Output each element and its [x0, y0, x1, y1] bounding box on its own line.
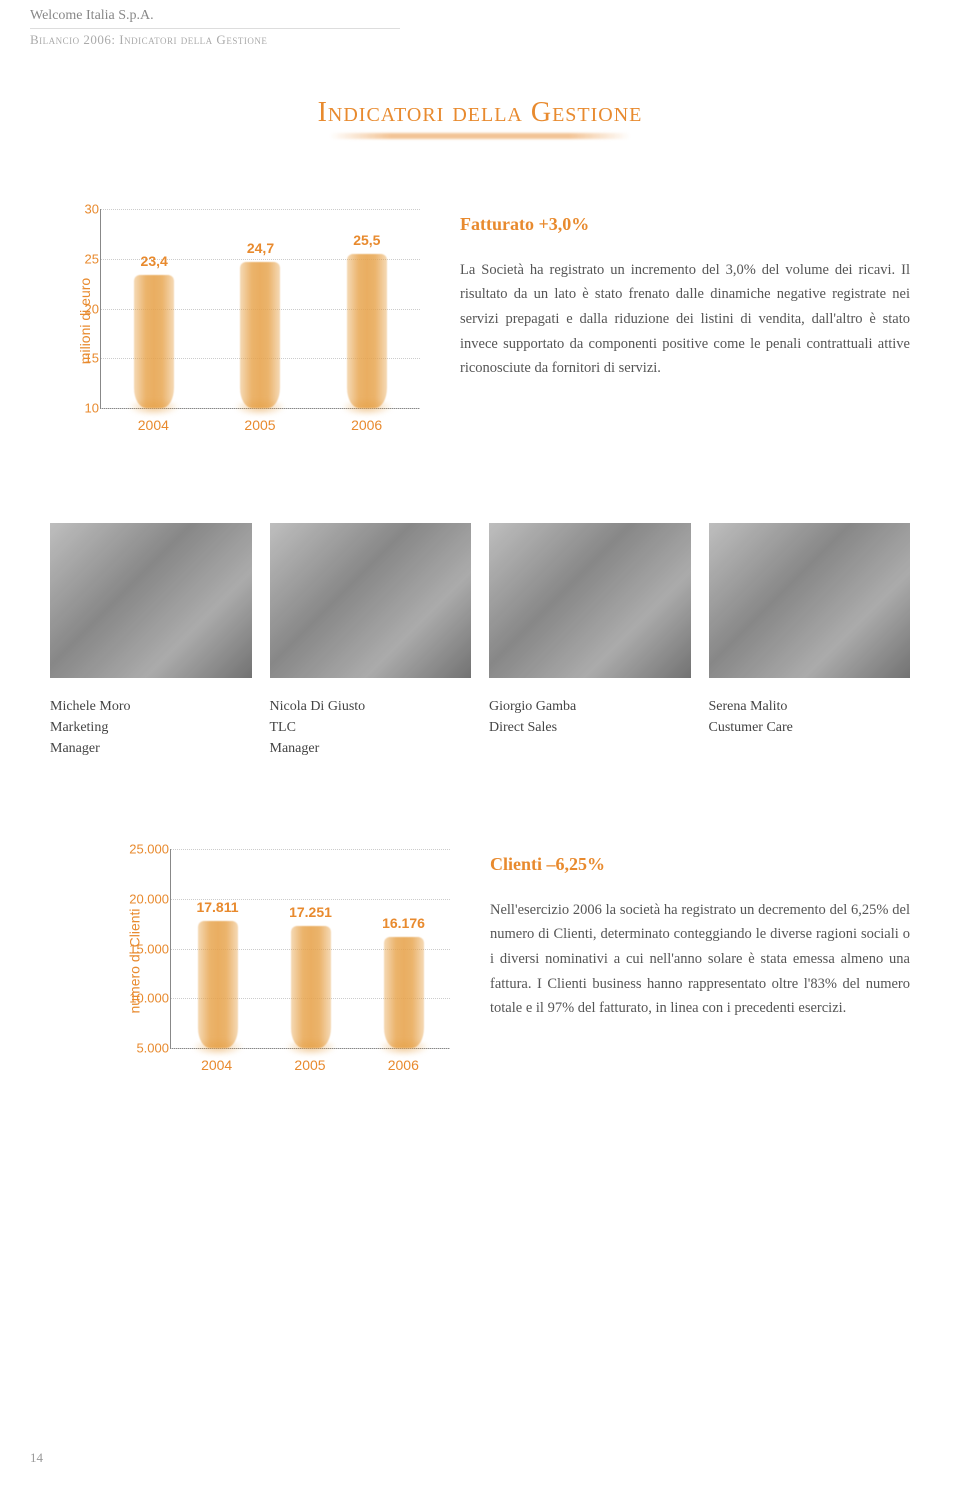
text-fatturato: Fatturato +3,0% La Società ha registrato…	[460, 209, 910, 433]
x-tick: 2006	[378, 1057, 428, 1073]
person-card: Giorgio GambaDirect Sales	[489, 523, 691, 759]
company-name: Welcome Italia S.p.A.	[30, 8, 400, 29]
person-photo	[709, 523, 911, 678]
x-tick: 2004	[128, 417, 178, 433]
bar-value-label: 16.176	[382, 915, 425, 931]
y-tick: 20.000	[129, 891, 169, 906]
page-number: 14	[30, 1450, 43, 1466]
y-tick: 30	[85, 202, 99, 217]
person-card: Nicola Di GiustoTLCManager	[270, 523, 472, 759]
y-tick: 5.000	[136, 1041, 169, 1056]
bar: 16.176	[379, 937, 429, 1048]
bar-value-label: 23,4	[141, 253, 168, 269]
bar: 25,5	[342, 254, 392, 408]
bar-shape	[134, 275, 174, 408]
bar-shape	[291, 926, 331, 1048]
body-clienti: Nell'esercizio 2006 la società ha regist…	[490, 898, 910, 1021]
chart-clienti: numero di Clienti 5.00010.00015.00020.00…	[120, 849, 450, 1073]
bar-value-label: 17.811	[196, 899, 238, 915]
header-subtitle: Bilancio 2006: Indicatori della Gestione	[30, 32, 960, 48]
y-tick: 25.000	[129, 842, 169, 857]
bar-shape	[384, 937, 424, 1048]
bar: 24,7	[235, 262, 285, 408]
x-tick: 2006	[342, 417, 392, 433]
page-header: Welcome Italia S.p.A. Bilancio 2006: Ind…	[0, 0, 960, 52]
bar: 17.251	[286, 926, 336, 1048]
x-tick: 2004	[192, 1057, 242, 1073]
person-name: Serena MalitoCustumer Care	[709, 696, 911, 738]
section-clienti: numero di Clienti 5.00010.00015.00020.00…	[0, 849, 960, 1073]
y-tick: 10.000	[129, 991, 169, 1006]
y-tick: 15	[85, 351, 99, 366]
y-tick: 15.000	[129, 941, 169, 956]
person-name: Michele MoroMarketingManager	[50, 696, 252, 759]
person-card: Serena MalitoCustumer Care	[709, 523, 911, 759]
bar-value-label: 17.251	[289, 904, 332, 920]
chart2-plot: 5.00010.00015.00020.00025.000 17.81117.2…	[170, 849, 450, 1049]
person-card: Michele MoroMarketingManager	[50, 523, 252, 759]
body-fatturato: La Società ha registrato un incremento d…	[460, 258, 910, 381]
x-tick: 2005	[235, 417, 285, 433]
people-row: Michele MoroMarketingManager Nicola Di Gi…	[50, 523, 910, 759]
text-clienti: Clienti –6,25% Nell'esercizio 2006 la so…	[490, 849, 910, 1073]
title-underline	[330, 133, 630, 139]
page-title: Indicatori della Gestione	[0, 97, 960, 129]
bar-shape	[347, 254, 387, 408]
heading-clienti: Clienti –6,25%	[490, 849, 910, 880]
y-tick: 10	[85, 401, 99, 416]
bar: 23,4	[129, 275, 179, 408]
person-photo	[50, 523, 252, 678]
y-tick: 20	[85, 301, 99, 316]
person-name: Giorgio GambaDirect Sales	[489, 696, 691, 738]
bar-shape	[240, 262, 280, 408]
chart1-plot: 1015202530 23,424,725,5	[100, 209, 420, 409]
bar: 17.811	[193, 921, 243, 1048]
heading-fatturato: Fatturato +3,0%	[460, 209, 910, 240]
chart-fatturato: milioni di euro 1015202530 23,424,725,5 …	[70, 209, 420, 433]
person-name: Nicola Di GiustoTLCManager	[270, 696, 472, 759]
x-tick: 2005	[285, 1057, 335, 1073]
section-fatturato: milioni di euro 1015202530 23,424,725,5 …	[0, 209, 960, 433]
person-photo	[489, 523, 691, 678]
bar-value-label: 24,7	[247, 240, 274, 256]
person-photo	[270, 523, 472, 678]
bar-value-label: 25,5	[353, 232, 380, 248]
bar-shape	[198, 921, 238, 1048]
y-tick: 25	[85, 251, 99, 266]
